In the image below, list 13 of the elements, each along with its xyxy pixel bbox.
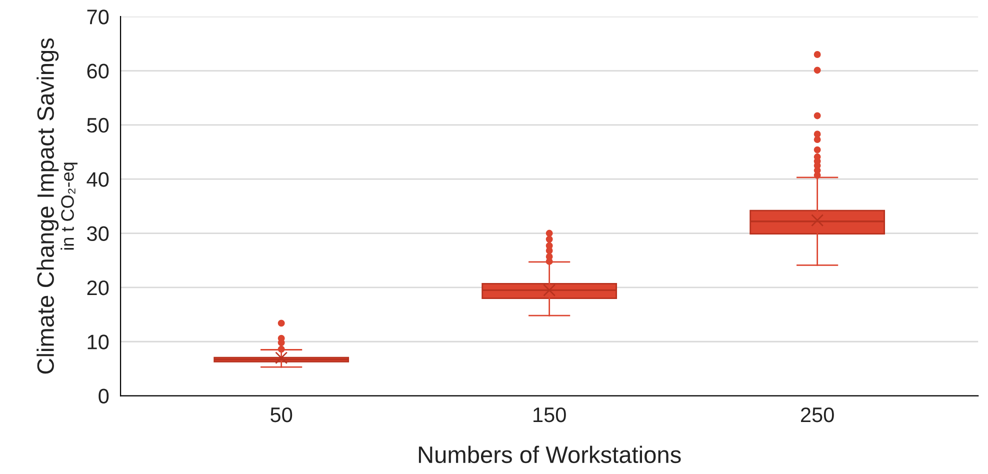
y-tick-label: 50	[87, 118, 109, 133]
y-tick-label: 10	[88, 334, 109, 350]
y-axis-title: Climate Change Impact Savings in t CO₂-eq	[36, 38, 78, 374]
y-tick-label: 40	[86, 172, 109, 187]
x-tick-label: 250	[800, 407, 834, 422]
x-tick-label: 50	[270, 407, 292, 422]
y-tick-label: 70	[87, 10, 109, 24]
x-axis-title: Numbers of Workstations	[418, 446, 681, 464]
y-tick-label: 30	[87, 226, 109, 242]
x-tick-label: 150	[534, 407, 566, 422]
y-tick-label: 20	[87, 280, 109, 296]
y-tick-label: 60	[87, 64, 109, 79]
y-tick-label: 0	[98, 388, 109, 404]
